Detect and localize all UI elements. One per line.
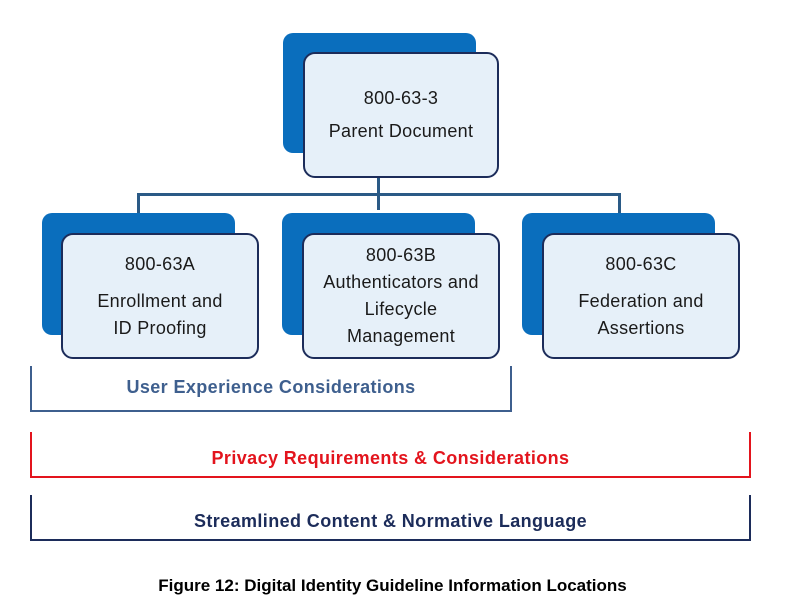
child-code: 800-63A bbox=[124, 253, 196, 274]
parent-document-box: 800-63-3 Parent Document bbox=[303, 52, 499, 178]
content-bracket bbox=[30, 495, 751, 541]
child-box-800-63b: 800-63B Authenticators and Lifecycle Man… bbox=[302, 233, 500, 359]
child-title-line: Federation and bbox=[578, 290, 704, 311]
child-code: 800-63C bbox=[605, 253, 677, 274]
privacy-bracket bbox=[30, 432, 751, 478]
privacy-bracket-label: Privacy Requirements & Considerations bbox=[211, 448, 570, 468]
child-title-line: Enrollment and bbox=[97, 290, 223, 311]
parent-title: Parent Document bbox=[328, 121, 474, 141]
connector-drop-c bbox=[618, 193, 621, 213]
figure-caption: Figure 12: Digital Identity Guideline In… bbox=[158, 576, 627, 595]
child-title-line: Assertions bbox=[597, 317, 685, 338]
ux-bracket-label: User Experience Considerations bbox=[126, 377, 416, 397]
ux-bracket bbox=[30, 366, 512, 412]
child-box-800-63c: 800-63C Federation and Assertions bbox=[542, 233, 740, 359]
child-box-800-63a: 800-63A Enrollment and ID Proofing bbox=[61, 233, 259, 359]
connector-bus bbox=[137, 193, 621, 196]
child-title-line: Lifecycle bbox=[364, 299, 438, 319]
content-bracket-label: Streamlined Content & Normative Language bbox=[193, 511, 588, 531]
connector-drop-a bbox=[137, 193, 140, 213]
child-title-line: Authenticators and bbox=[323, 272, 479, 292]
child-title-line: ID Proofing bbox=[113, 317, 207, 338]
parent-code: 800-63-3 bbox=[363, 88, 439, 108]
child-code: 800-63B bbox=[365, 245, 437, 265]
child-title-line: Management bbox=[346, 326, 456, 346]
